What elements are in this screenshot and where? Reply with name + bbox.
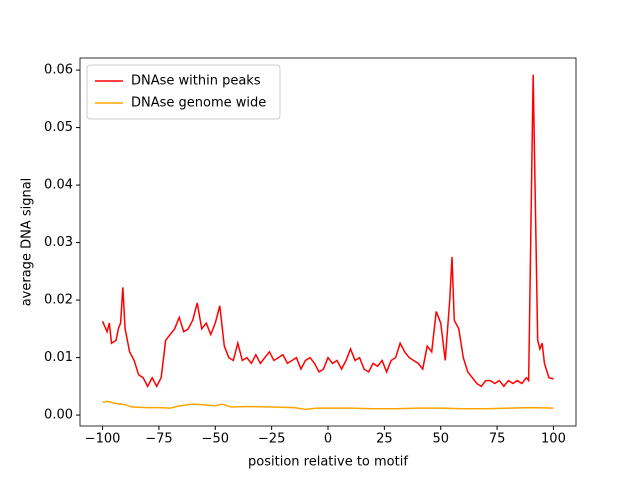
- axes-frame: [79, 57, 577, 427]
- legend: DNAse within peaks DNAse genome wide: [86, 64, 281, 120]
- data-line: [102, 400, 554, 411]
- x-tick-label: −25: [258, 432, 285, 447]
- y-tick-label: 0.01: [44, 350, 73, 365]
- y-axis-label: average DNA signal: [20, 178, 35, 307]
- x-tick-label: 0: [324, 432, 332, 447]
- y-tick-label: 0.05: [44, 120, 73, 135]
- x-tick-label: −100: [85, 432, 121, 447]
- x-axis-label: position relative to motif: [248, 455, 408, 470]
- legend-label: DNAse genome wide: [131, 96, 266, 111]
- legend-frame: [86, 64, 281, 120]
- x-tick-label: 75: [489, 432, 506, 447]
- y-tick-label: 0.03: [44, 235, 73, 250]
- y-tick-label: 0.06: [44, 63, 73, 78]
- y-tick-label: 0.04: [44, 178, 73, 193]
- x-tick-label: 25: [376, 432, 393, 447]
- y-tick-label: 0.00: [44, 408, 73, 423]
- legend-label: DNAse within peaks: [131, 74, 261, 89]
- x-tick-label: −75: [145, 432, 172, 447]
- x-tick-label: −50: [202, 432, 229, 447]
- x-tick-label: 100: [541, 432, 566, 447]
- y-tick-label: 0.02: [44, 293, 73, 308]
- data-line: [101, 74, 554, 388]
- x-tick-label: 50: [432, 432, 449, 447]
